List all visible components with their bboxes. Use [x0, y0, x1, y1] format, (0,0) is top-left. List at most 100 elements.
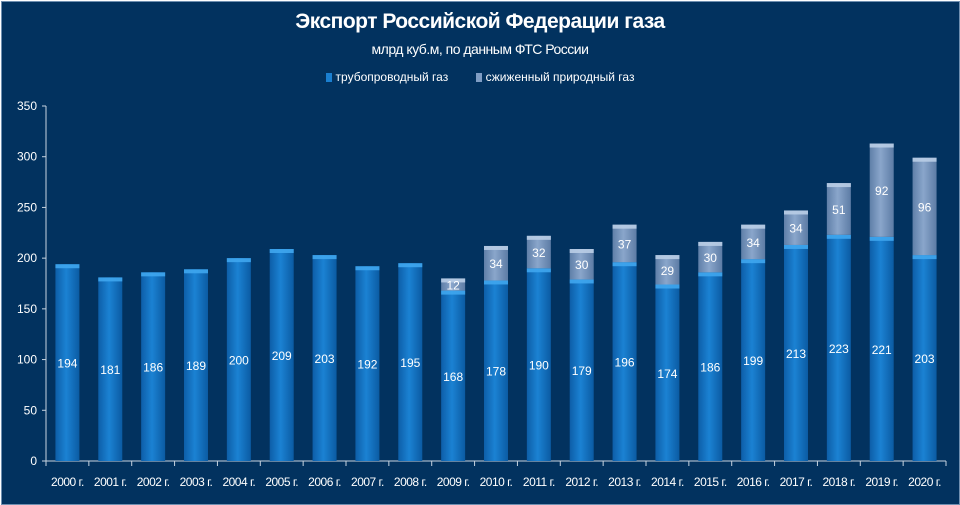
x-tick-label: 2013 г.: [608, 475, 641, 489]
x-tick-label: 2000 г.: [51, 475, 84, 489]
bar-cap: [826, 234, 851, 239]
x-tick-label: 2019 г.: [865, 475, 898, 489]
bar-lng: [612, 224, 637, 263]
data-label-lng: 29: [661, 264, 675, 278]
data-label-lng: 96: [918, 200, 932, 214]
data-label-pipeline: 186: [143, 361, 163, 375]
bar-cap: [655, 284, 680, 289]
x-tick-label: 2001 г.: [94, 475, 127, 489]
bar-cap: [869, 143, 894, 148]
data-label-pipeline: 200: [229, 354, 249, 368]
x-tick-label: 2018 г.: [822, 475, 855, 489]
bar-cap: [741, 224, 766, 229]
legend-swatch-lng: [475, 73, 482, 82]
bar-cap: [655, 255, 680, 260]
bar-pipeline: [526, 268, 551, 461]
x-tick-label: 2020 г.: [908, 475, 941, 489]
y-tick-label: 100: [17, 353, 37, 367]
chart-subtitle: млрд куб.м, по данным ФТС России: [371, 41, 589, 57]
bar-cap: [226, 258, 251, 263]
bar-cap: [569, 279, 594, 284]
y-tick-label: 300: [17, 150, 37, 164]
x-tick-label: 2006 г.: [308, 475, 341, 489]
bar-lng: [484, 245, 508, 281]
bar-cap: [355, 266, 380, 271]
bar-cap: [912, 157, 937, 162]
data-label-pipeline: 221: [872, 343, 892, 357]
data-label-pipeline: 189: [186, 359, 206, 373]
bar-pipeline: [869, 236, 894, 461]
bar-cap: [398, 263, 423, 268]
y-tick-label: 350: [17, 99, 37, 113]
x-tick-label: 2016 г.: [737, 475, 770, 489]
bar-lng: [869, 143, 894, 237]
bar-cap: [484, 280, 508, 285]
bar-pipeline: [269, 249, 294, 461]
data-label-lng: 34: [489, 257, 503, 271]
data-label-pipeline: 209: [272, 349, 292, 363]
bar-cap: [98, 277, 123, 282]
x-tick-label: 2003 г.: [180, 475, 213, 489]
data-label-pipeline: 178: [486, 365, 506, 379]
data-label-pipeline: 179: [572, 364, 592, 378]
bar-cap: [569, 249, 594, 254]
legend-label: сжиженный природный газ: [485, 70, 635, 84]
bar-lng: [569, 249, 594, 280]
bar-lng: [698, 241, 723, 273]
bar-pipeline: [484, 280, 508, 461]
data-label-lng: 30: [575, 258, 589, 272]
x-tick-label: 2014 г.: [651, 475, 684, 489]
bar-cap: [526, 235, 551, 240]
bar-pipeline: [569, 279, 594, 461]
bar-pipeline: [355, 266, 380, 461]
data-label-lng: 12: [446, 279, 460, 293]
bar-cap: [312, 255, 337, 260]
bar-lng: [826, 183, 851, 235]
data-label-lng: 30: [704, 251, 718, 265]
bar-lng: [655, 255, 680, 285]
x-tick-label: 2009 г.: [437, 475, 470, 489]
chart-title: Экспорт Российской Федерации газа: [295, 10, 665, 33]
data-label-pipeline: 168: [443, 370, 463, 384]
bar-pipeline: [912, 255, 937, 461]
data-label-pipeline: 192: [357, 358, 377, 372]
x-tick-label: 2011 г.: [523, 475, 555, 489]
legend-swatch-pipeline: [325, 73, 332, 82]
data-label-pipeline: 190: [529, 359, 549, 373]
data-label-lng: 34: [746, 236, 760, 250]
data-label-lng: 92: [875, 184, 889, 198]
bar-cap: [698, 272, 723, 277]
y-tick-label: 250: [17, 200, 37, 214]
bar-lng: [741, 224, 766, 260]
bar-lng: [784, 210, 808, 245]
x-tick-label: 2002 г.: [137, 475, 170, 489]
bar-pipeline: [184, 269, 208, 461]
x-tick-label: 2004 г.: [222, 475, 255, 489]
data-label-pipeline: 203: [315, 352, 335, 366]
bar-cap: [441, 278, 466, 283]
bar-cap: [612, 262, 637, 267]
bar-cap: [526, 268, 551, 273]
bar-cap: [826, 183, 851, 188]
bar-cap: [698, 241, 723, 246]
bar-pipeline: [784, 244, 808, 461]
data-label-pipeline: 199: [743, 354, 763, 368]
bar-pipeline: [312, 255, 337, 461]
x-tick-label: 2015 г.: [694, 475, 727, 489]
data-label-pipeline: 194: [57, 357, 77, 371]
bar-cap: [484, 245, 508, 250]
x-tick-label: 2008 г.: [394, 475, 427, 489]
y-tick-label: 50: [24, 403, 38, 417]
data-label-lng: 32: [532, 246, 546, 260]
bar-pipeline: [441, 290, 466, 461]
bar-cap: [269, 249, 294, 254]
x-tick-label: 2007 г.: [351, 475, 384, 489]
bar-cap: [784, 244, 808, 249]
bar-cap: [184, 269, 208, 274]
y-tick-label: 0: [30, 454, 37, 468]
bar-cap: [784, 210, 808, 215]
bar-pipeline: [741, 259, 766, 461]
data-label-pipeline: 213: [786, 347, 806, 361]
x-tick-label: 2010 г.: [480, 475, 513, 489]
bar-cap: [55, 264, 80, 269]
